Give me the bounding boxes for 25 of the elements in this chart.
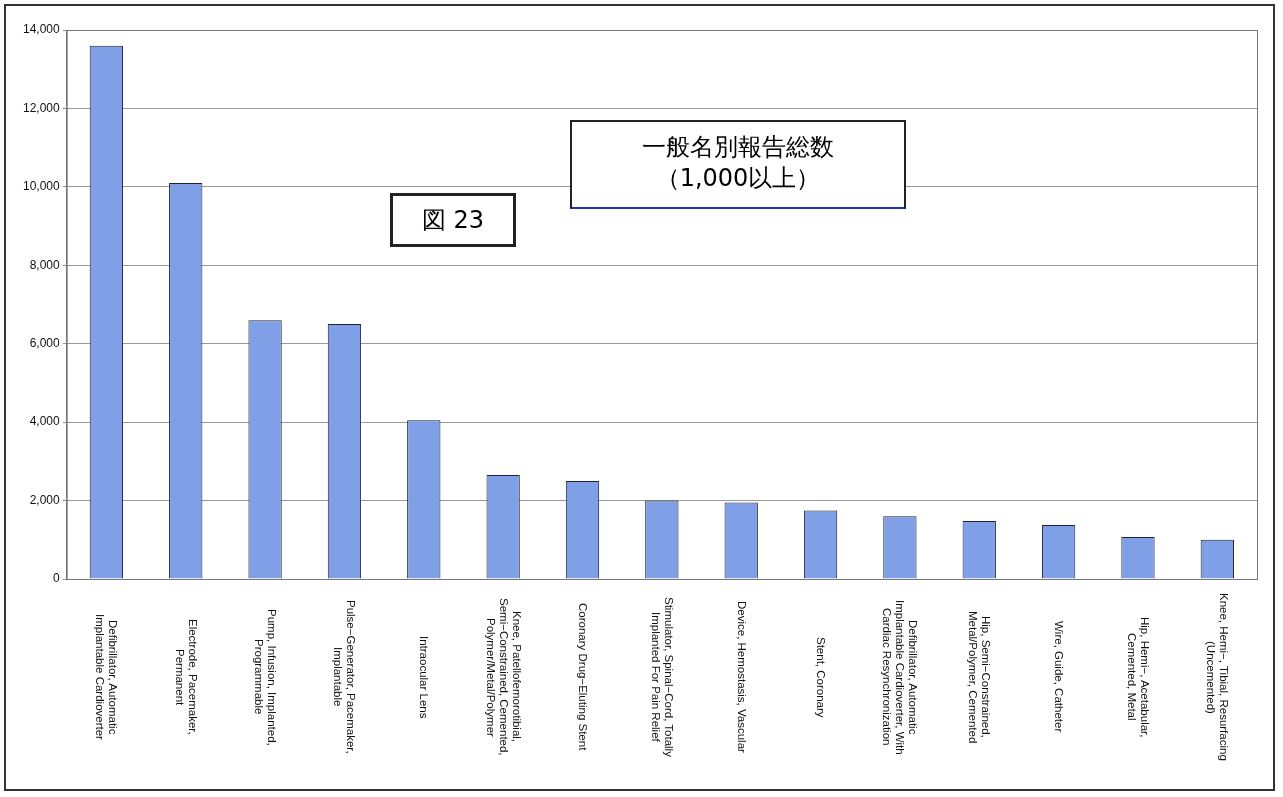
y-tick-label: 2,000	[29, 492, 61, 507]
x-tick-label: Pump, Infusion, Implanted, Programmable	[252, 607, 279, 748]
figure-number-box: 図 23	[390, 193, 516, 247]
x-tick-label: Device, Hemostasis, Vascular	[734, 600, 748, 755]
y-tick-label: 10,000	[23, 179, 61, 194]
x-tick-label: Defibrillator, Automatic Implantable Cardioverter	[93, 613, 120, 742]
x-tick-label: Knee, Hemi−, Tibial, Resurfacing (Uncemented)	[1204, 593, 1231, 761]
y-tick-label: 6,000	[29, 336, 61, 351]
y-tick-label: 12,000	[23, 100, 61, 115]
x-tick-label: Hip, Hemi−, Acetabular, Cemented, Metal	[1124, 615, 1151, 740]
x-tick-label: Stent, Coronary	[814, 635, 828, 720]
x-tick-label: Hip, Semi−Constrained, Metal/Polymer, Cemented	[966, 609, 993, 746]
x-tick-label: Coronary Drug−Eluting Stent	[576, 602, 589, 753]
x-tick-label: Stimulator, Spinal−Cord, Totally Implanted For Pain Relief	[648, 596, 675, 759]
y-tick-label: 8,000	[29, 257, 61, 272]
x-tick-label: Knee, Patellofemorotibial, Semi−Constrained, Cemented, Polymer/Metal/Polymer	[483, 597, 523, 758]
x-tick-label: Intraocular Lens	[417, 634, 431, 721]
y-tick-label: 14,000	[23, 22, 61, 37]
y-tick-label: 0	[53, 571, 61, 586]
y-tick-label: 4,000	[29, 414, 61, 429]
title-box: 一般名別報告総数 （1,000以上）	[570, 120, 906, 209]
x-tick-label: Electrode, Pacemaker, Permanent	[172, 618, 199, 737]
x-tick-label: Defibrillator, Automatic Implantable Cardioverter, With Cardiac Resynchronization	[880, 598, 920, 757]
x-tick-label: Wire, Guide, Catheter	[1052, 620, 1066, 735]
x-tick-label: Pulse−Generator, Pacemaker, Implantable	[331, 599, 358, 756]
